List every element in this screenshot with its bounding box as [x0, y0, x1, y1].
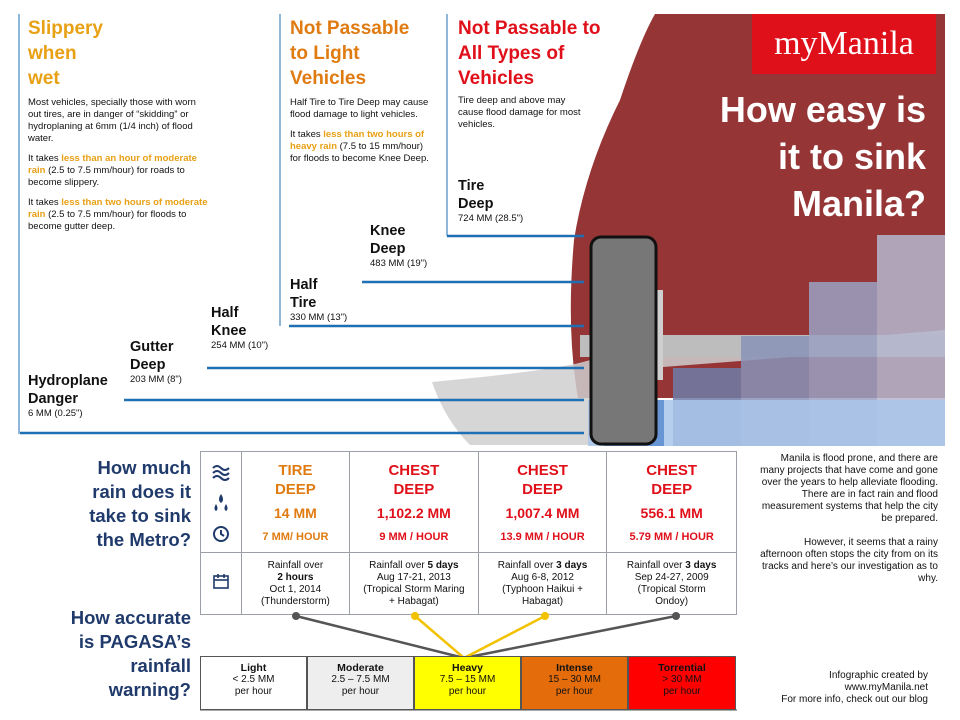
headline-line: Manila?	[791, 183, 926, 224]
drops-icon	[214, 493, 228, 511]
main-headline: How easy is it to sink Manila?	[640, 86, 926, 227]
column-title: Not Passable to Light Vehicles	[290, 18, 410, 89]
rain-events-table: TIRE DEEP 14 MM 7 MM/ HOUR CHEST DEEP 1,10…	[200, 451, 737, 615]
connector-dot	[672, 612, 680, 620]
connector-dot	[411, 612, 419, 620]
column-text: Half Tire to Tire Deep may cause flood d…	[290, 97, 429, 120]
column-text: It takes less than two hours of moderate…	[28, 197, 208, 232]
level-half-tire: Half Tire 330 MM (13")	[290, 277, 348, 323]
scale-moderate: Moderate 2.5 – 7.5 MM per hour	[307, 656, 414, 710]
column-light-vehicles: Not Passable to Light Vehicles Half Tire…	[290, 16, 432, 165]
flood-level-lines	[20, 234, 584, 435]
event-cell: CHEST DEEP 1,007.4 MM 13.9 MM / HOUR	[477, 451, 608, 553]
car-bumper	[432, 330, 945, 445]
intro-text: Manila is flood prone, and there are man…	[760, 453, 938, 584]
scale-torrential: Torrential > 30 MM per hour	[628, 656, 736, 710]
calendar-icon	[213, 574, 229, 589]
car-tire	[589, 235, 658, 446]
question-rain: How much rain does it take to sink the M…	[89, 457, 191, 550]
scale-heavy: Heavy 7.5 – 15 MM per hour	[414, 656, 521, 710]
credits: Infographic created by www.myManila.net …	[740, 670, 928, 706]
level-knee-deep: Knee Deep 483 MM (19")	[370, 223, 428, 269]
event-description: Rainfall over 3 days Aug 6-8, 2012 (Typh…	[477, 552, 608, 615]
column-all-vehicles: Not Passable to All Types of Vehicles Ti…	[458, 16, 628, 131]
event-description: Rainfall over 5 days Aug 17-21, 2013 (Tr…	[349, 552, 479, 615]
column-text: It takes less than an hour of moderate r…	[28, 153, 197, 188]
rain-icons	[212, 464, 230, 542]
website-link[interactable]: www.myManila.net	[844, 682, 928, 693]
headline-line: How easy is	[719, 89, 926, 130]
event-cell: TIRE DEEP 14 MM 7 MM/ HOUR	[240, 451, 351, 553]
headline-line: it to sink	[777, 136, 926, 177]
level-half-knee: Half Knee 254 MM (10")	[211, 305, 269, 351]
flood-car-illustration	[18, 14, 945, 446]
icon-cell	[200, 552, 242, 615]
connector-dot	[541, 612, 549, 620]
clock-icon	[212, 525, 229, 542]
event-cell: CHEST DEEP 556.1 MM 5.79 MM / HOUR	[606, 451, 737, 553]
scale-light: Light < 2.5 MM per hour	[200, 656, 307, 710]
column-title: Not Passable to All Types of Vehicles	[458, 18, 601, 89]
column-text: It takes less than two hours of heavy ra…	[290, 129, 429, 164]
scale-intense: Intense 15 – 30 MM per hour	[521, 656, 628, 710]
column-text: Most vehicles, specially those with worn…	[28, 97, 196, 144]
question-pagasa: How accurate is PAGASA’s rainfall warnin…	[70, 607, 191, 700]
mymanila-logo[interactable]: myManila	[752, 14, 936, 74]
event-description: Rainfall over 3 days Sep 24-27, 2009 (Tr…	[606, 552, 737, 615]
column-text: Tire deep and above may cause flood dama…	[458, 95, 581, 130]
level-hydroplane: Hydroplane Danger 6 MM (0.25")	[28, 373, 108, 419]
rain-waves-icon	[212, 464, 230, 481]
column-title: Slippery when wet	[28, 18, 103, 89]
level-gutter-deep: Gutter Deep 203 MM (8")	[130, 339, 182, 385]
connector-dot	[292, 612, 300, 620]
level-tire-deep: Tire Deep 724 MM (28.5")	[458, 178, 524, 224]
column-slippery: Slippery when wet Most vehicles, special…	[28, 16, 208, 233]
icon-cell	[200, 451, 242, 553]
